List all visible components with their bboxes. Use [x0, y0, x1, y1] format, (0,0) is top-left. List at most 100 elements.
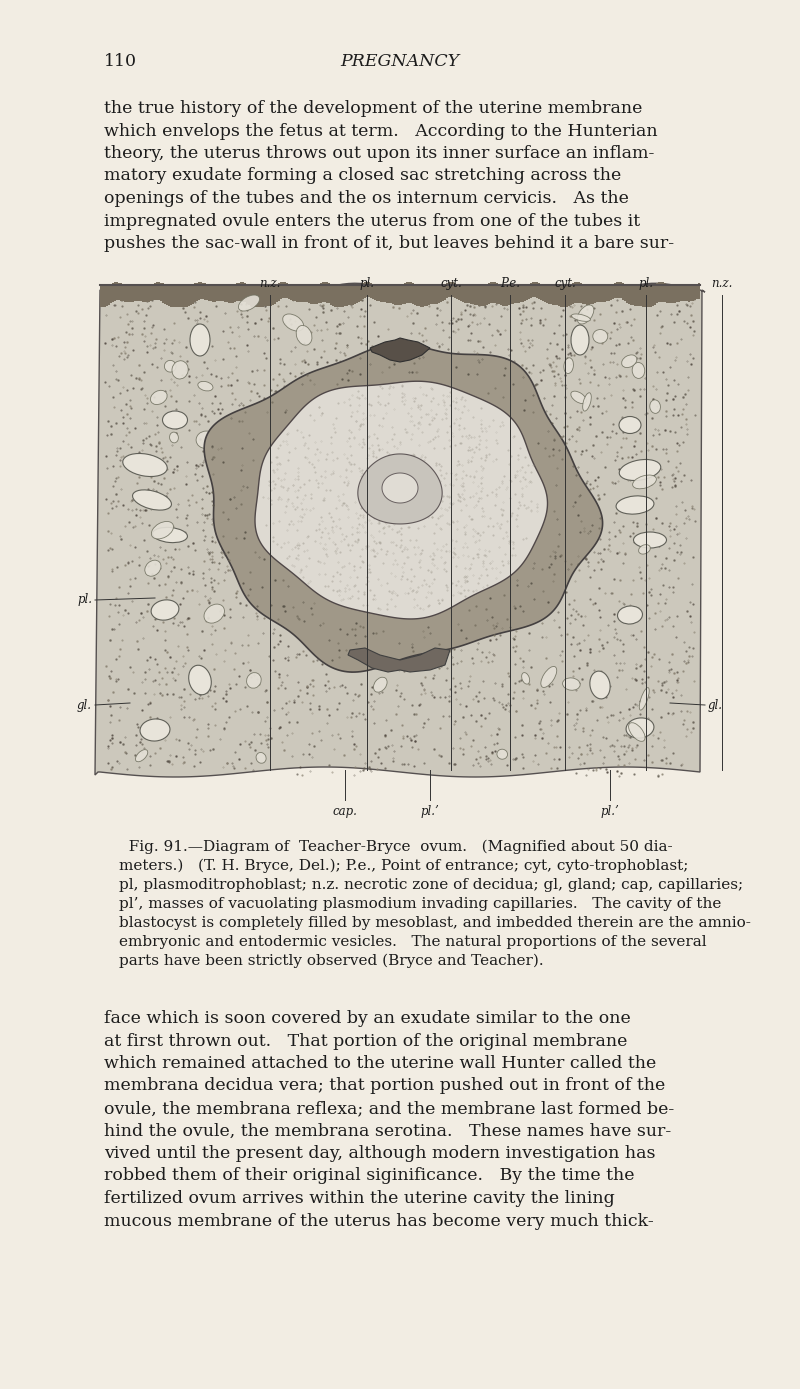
Ellipse shape — [582, 393, 591, 411]
Bar — [118, 282, 120, 300]
Bar — [196, 282, 198, 300]
Bar — [576, 282, 578, 303]
Bar — [452, 282, 454, 297]
Text: which remained attached to the uterine wall Hunter called the: which remained attached to the uterine w… — [104, 1056, 656, 1072]
Text: meters.)   (T. H. Bryce, Del.); P.e., Point of entrance; cyt, cyto-trophoblast;: meters.) (T. H. Bryce, Del.); P.e., Poin… — [119, 858, 688, 874]
Bar — [500, 285, 502, 306]
Bar — [332, 285, 334, 306]
Bar — [164, 285, 166, 304]
Bar — [258, 286, 260, 307]
Bar — [326, 282, 328, 303]
Bar — [462, 286, 464, 303]
Bar — [126, 286, 128, 303]
Bar — [606, 286, 608, 301]
Bar — [372, 283, 374, 299]
Bar — [122, 285, 124, 301]
Bar — [112, 282, 114, 301]
Ellipse shape — [571, 392, 586, 404]
Bar — [352, 286, 354, 304]
Bar — [530, 283, 532, 299]
Bar — [182, 286, 184, 307]
Bar — [604, 286, 606, 301]
Bar — [592, 286, 594, 304]
Bar — [318, 285, 320, 303]
Bar — [448, 282, 450, 297]
Bar — [190, 286, 192, 306]
Bar — [430, 286, 432, 304]
Ellipse shape — [145, 560, 161, 576]
Bar — [348, 286, 350, 306]
Bar — [602, 286, 604, 301]
Bar — [284, 282, 286, 299]
Bar — [440, 286, 442, 303]
Bar — [676, 286, 678, 303]
Ellipse shape — [246, 672, 261, 688]
Ellipse shape — [634, 532, 666, 549]
Bar — [432, 286, 434, 304]
Ellipse shape — [140, 720, 170, 742]
Bar — [484, 285, 486, 306]
Bar — [252, 286, 254, 307]
Bar — [698, 283, 700, 299]
Ellipse shape — [135, 750, 148, 761]
Bar — [312, 286, 314, 304]
Bar — [102, 286, 104, 307]
Bar — [684, 286, 686, 301]
Bar — [686, 286, 688, 301]
Bar — [374, 285, 376, 300]
Bar — [330, 283, 332, 304]
Bar — [206, 285, 208, 300]
Bar — [618, 282, 620, 297]
Bar — [116, 282, 118, 300]
Bar — [550, 286, 552, 304]
Bar — [338, 286, 340, 307]
Bar — [180, 286, 182, 307]
Bar — [480, 286, 482, 307]
Polygon shape — [348, 649, 450, 672]
Bar — [490, 282, 492, 303]
Bar — [434, 286, 436, 304]
Bar — [160, 282, 162, 301]
Polygon shape — [255, 381, 547, 619]
Text: pl, plasmoditrophoblast; n.z. necrotic zone of decidua; gl, gland; cap, capillar: pl, plasmoditrophoblast; n.z. necrotic z… — [119, 878, 743, 892]
Bar — [364, 282, 366, 299]
Bar — [672, 286, 674, 303]
Ellipse shape — [204, 604, 225, 624]
Bar — [574, 282, 576, 303]
Bar — [640, 286, 642, 307]
Bar — [414, 283, 416, 304]
Bar — [476, 286, 478, 306]
Bar — [150, 285, 152, 301]
Bar — [358, 285, 360, 303]
Bar — [474, 286, 476, 304]
Bar — [544, 286, 546, 303]
Text: n.z.: n.z. — [259, 276, 281, 290]
Bar — [598, 286, 600, 301]
Bar — [198, 282, 200, 300]
Text: pl.’: pl.’ — [601, 806, 619, 818]
Ellipse shape — [198, 382, 213, 390]
Ellipse shape — [590, 671, 610, 699]
Ellipse shape — [562, 678, 580, 690]
Ellipse shape — [632, 363, 645, 378]
Bar — [420, 286, 422, 307]
Bar — [542, 285, 544, 301]
Ellipse shape — [626, 718, 654, 738]
Bar — [510, 286, 512, 304]
Bar — [314, 286, 316, 304]
Bar — [226, 286, 228, 303]
Bar — [214, 286, 216, 301]
Bar — [608, 286, 610, 301]
Bar — [272, 286, 274, 304]
Bar — [194, 283, 196, 301]
Bar — [664, 283, 666, 301]
Ellipse shape — [238, 294, 259, 311]
Bar — [222, 286, 224, 301]
Text: Fig. 91.—Diagram of  Teacher-Bryce  ovum.   (Magnified about 50 dia-: Fig. 91.—Diagram of Teacher-Bryce ovum. … — [119, 840, 673, 854]
Bar — [630, 286, 632, 304]
Bar — [558, 286, 560, 306]
Bar — [580, 283, 582, 303]
Bar — [238, 282, 240, 301]
Bar — [532, 282, 534, 297]
Bar — [208, 286, 210, 301]
